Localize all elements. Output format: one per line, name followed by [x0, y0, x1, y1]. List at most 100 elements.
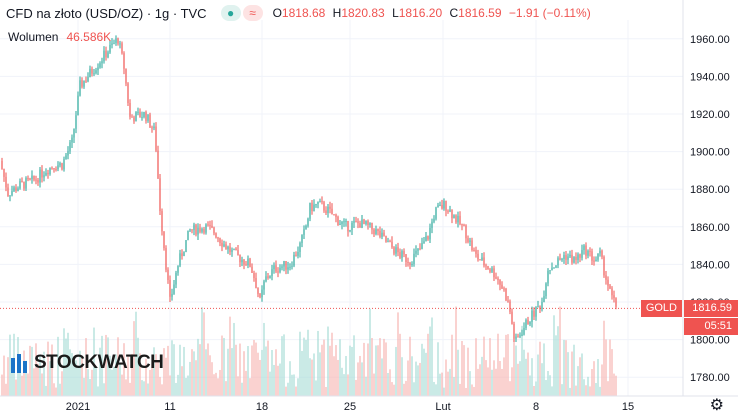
volume-bar — [455, 306, 457, 396]
status-pills[interactable]: ● ≈ — [220, 5, 263, 21]
volume-bar — [477, 368, 479, 396]
candle-body — [353, 221, 355, 223]
volume-bar — [33, 368, 35, 396]
volume-bar — [283, 334, 285, 396]
candle-body — [75, 115, 77, 129]
volume-bar — [345, 356, 347, 396]
candle-body — [585, 245, 587, 256]
candle-body — [179, 253, 181, 266]
candle-body — [221, 242, 223, 247]
candle-body — [225, 244, 227, 250]
volume-bar — [323, 339, 325, 396]
volume-bar — [27, 373, 29, 396]
candle-body — [271, 269, 273, 277]
open-value: 1818.68 — [281, 6, 326, 20]
wave-icon[interactable]: ≈ — [242, 5, 263, 21]
volume-bar — [97, 386, 99, 396]
volume-bar — [191, 349, 193, 396]
candle-body — [593, 260, 595, 262]
volume-bar — [547, 370, 549, 396]
candle-body — [533, 310, 535, 317]
volume-bar — [185, 377, 187, 396]
volume-legend[interactable]: Wolumen 46.586K — [8, 30, 111, 44]
volume-bar — [483, 336, 485, 396]
candle-body — [81, 80, 83, 87]
candle-body — [31, 175, 33, 179]
candle-body — [391, 241, 393, 248]
volume-bar — [379, 338, 381, 396]
volume-bar — [529, 375, 531, 396]
settings-gear-icon[interactable]: ⚙ — [709, 397, 724, 414]
candle-body — [99, 63, 101, 68]
volume-bar — [489, 338, 491, 396]
volume-bar — [153, 347, 155, 396]
candle-body — [387, 241, 389, 243]
symbol-title[interactable]: CFD na złoto (USD/OZ) · 1g · TVC — [6, 5, 207, 21]
volume-bar — [63, 328, 65, 396]
candle-body — [155, 126, 157, 151]
candle-body — [331, 208, 333, 215]
candle-body — [301, 234, 303, 244]
volume-bar — [215, 372, 217, 396]
volume-bar — [395, 346, 397, 396]
volume-bar — [25, 360, 27, 396]
volume-bar — [351, 346, 353, 396]
volume-bar — [523, 349, 525, 396]
volume-bar — [295, 386, 297, 396]
volume-bar — [391, 382, 393, 396]
candle-body — [49, 167, 51, 175]
volume-bar — [399, 333, 401, 396]
candle-body — [33, 175, 35, 180]
candle-body — [321, 201, 323, 203]
volume-bar — [441, 372, 443, 396]
candle-body — [261, 289, 263, 298]
candle-body — [281, 266, 283, 268]
candle-body — [475, 250, 477, 254]
volume-bar — [413, 382, 415, 396]
volume-bar — [577, 366, 579, 396]
volume-bar — [449, 368, 451, 396]
volume-bar — [223, 337, 225, 396]
candle-body — [525, 319, 527, 328]
candle-body — [509, 301, 511, 312]
volume-bar — [383, 338, 385, 396]
volume-bar — [459, 383, 461, 396]
candle-body — [229, 246, 231, 252]
symbol-price-tag: GOLD — [640, 300, 682, 318]
volume-bar — [161, 384, 163, 396]
candle-body — [25, 178, 27, 189]
volume-bar — [371, 337, 373, 396]
candle-body — [113, 42, 115, 44]
volume-bar — [53, 383, 55, 396]
volume-bar — [535, 381, 537, 396]
candle-body — [245, 264, 247, 266]
candle-body — [481, 257, 483, 261]
volume-bar — [265, 346, 267, 396]
candle-body — [385, 235, 387, 242]
volume-bar — [307, 329, 309, 396]
volume-bar — [235, 344, 237, 396]
candle-body — [111, 43, 113, 45]
volume-bar — [31, 346, 33, 396]
volume-bar — [37, 363, 39, 396]
dot-icon[interactable]: ● — [220, 5, 241, 21]
volume-bar — [141, 380, 143, 396]
candle-body — [121, 43, 123, 54]
volume-bar — [19, 354, 21, 396]
volume-bar — [183, 346, 185, 396]
volume-bar — [237, 376, 239, 396]
volume-bar — [457, 349, 459, 396]
volume-bar — [405, 380, 407, 396]
volume-bar — [109, 355, 111, 396]
candle-body — [5, 176, 7, 188]
candle-body — [291, 265, 293, 267]
candle-body — [89, 68, 91, 77]
candle-body — [351, 222, 353, 231]
volume-bar — [95, 366, 97, 396]
candle-body — [411, 263, 413, 265]
candle-body — [315, 204, 317, 206]
candle-body — [35, 179, 37, 181]
volume-bar — [495, 368, 497, 396]
candle-body — [521, 334, 523, 336]
